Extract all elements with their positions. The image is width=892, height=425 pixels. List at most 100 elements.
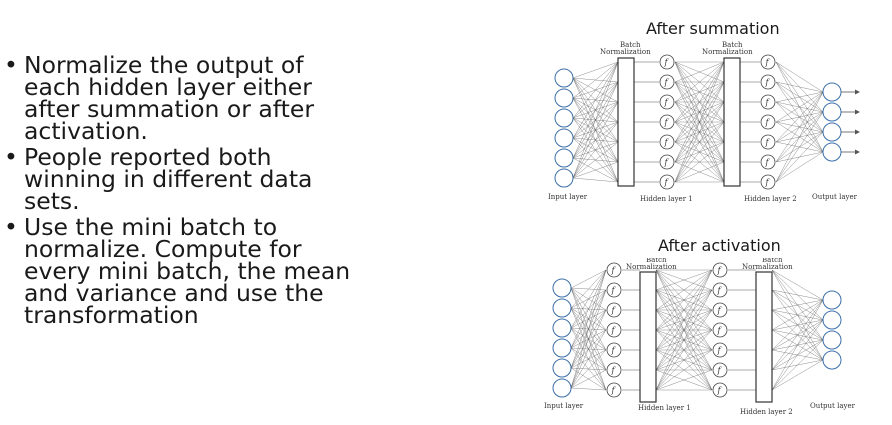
bullet-text-line: every mini batch, the mean (24, 257, 351, 285)
bn2-label-line2: Normalization (702, 48, 753, 56)
connection-edge (674, 61, 725, 123)
bullet-item: • People reported both winning in differ… (4, 143, 384, 213)
connection-edge (570, 269, 607, 309)
output-neuron (822, 102, 842, 122)
input-neuron (554, 148, 574, 168)
activation-node (659, 174, 675, 190)
input-layer-label: Input layer (544, 402, 584, 410)
output-neuron (822, 310, 842, 330)
activation-node (712, 282, 728, 298)
activation-symbol: f (664, 98, 670, 107)
bullet-text-line: activation. (24, 117, 148, 145)
activation-node (606, 382, 622, 398)
connection-edge (771, 359, 824, 391)
activation-symbol: f (717, 286, 723, 295)
activation-symbol: f (611, 366, 617, 375)
output-neuron (822, 330, 842, 350)
hidden-layer-2-label: Hidden layer 2 (740, 408, 793, 416)
activation-symbol: f (765, 118, 771, 127)
connection-edge (674, 61, 725, 83)
activation-node (712, 382, 728, 398)
connection-edge (570, 329, 607, 389)
connection-edge (771, 299, 824, 351)
activation-symbol: f (765, 158, 771, 167)
connection-edge (771, 299, 824, 331)
connection-edge (570, 269, 607, 349)
connection-edge (775, 131, 824, 183)
bullet-dot: • (4, 213, 18, 241)
bn2-label-line1: Batch (762, 258, 783, 264)
activation-symbol: f (717, 386, 723, 395)
network-diagram-after-summation: f f f f f f f f f f f f f f Batch Normalization Batch… (540, 38, 870, 208)
connection-edge (655, 269, 713, 291)
input-neuron (552, 278, 572, 298)
connection-edge (655, 309, 713, 391)
bullet-text-line: normalize. Compute for (24, 235, 302, 263)
output-arrowhead (855, 149, 860, 155)
connection-edge (674, 121, 725, 183)
connection-edge (572, 61, 619, 139)
activation-node (659, 94, 675, 110)
connection-edge (570, 289, 607, 389)
connection-edge (771, 299, 824, 391)
connection-edge (771, 319, 824, 391)
bn2-label-line1: Batch (722, 41, 743, 49)
bullet-dot: • (4, 51, 18, 79)
connection-edge (570, 369, 607, 389)
connection-edge (655, 289, 713, 391)
connection-edge (775, 91, 824, 163)
connection-edge (570, 387, 607, 391)
connection-edge (674, 61, 725, 163)
connection-edge (775, 111, 824, 183)
connection-edge (655, 269, 713, 371)
input-neuron (554, 68, 574, 88)
bullet-text-line: after summation or after (24, 95, 314, 123)
connection-edge (655, 269, 713, 351)
activation-symbol: f (611, 286, 617, 295)
connection-edge (570, 349, 607, 389)
hidden-layer-2-label: Hidden layer 2 (744, 195, 797, 203)
activation-symbol: f (664, 138, 670, 147)
activation-symbol: f (611, 266, 617, 275)
activation-symbol: f (717, 266, 723, 275)
connection-edge (572, 61, 619, 159)
activation-node (712, 262, 728, 278)
activation-node (659, 134, 675, 150)
activation-node (712, 322, 728, 338)
hidden-layer-1-label: Hidden layer 1 (638, 404, 691, 412)
connection-edge (572, 121, 619, 179)
connection-edge (572, 61, 619, 99)
activation-node (659, 114, 675, 130)
connection-edge (570, 309, 607, 389)
activation-symbol: f (717, 326, 723, 335)
network-svg: f f f f f f f f f f f f f f Batch Normalization Batch… (548, 41, 860, 203)
connection-edge (655, 269, 713, 311)
activation-node (606, 262, 622, 278)
input-layer-label: Input layer (548, 193, 588, 201)
activation-node (760, 74, 776, 90)
diagram-caption-after-summation: After summation (646, 19, 780, 38)
activation-node (606, 362, 622, 378)
batch-norm-box (723, 57, 741, 187)
activation-symbol: f (611, 386, 617, 395)
connection-edge (674, 61, 725, 183)
bullet-list: • Normalize the output of each hidden la… (4, 51, 384, 330)
output-arrowhead (855, 109, 860, 115)
connection-edge (572, 177, 619, 183)
connection-edge (771, 339, 824, 391)
connection-edge (674, 141, 725, 183)
connection-edge (572, 161, 619, 179)
bullet-dot: • (4, 143, 18, 171)
activation-node (760, 174, 776, 190)
bullet-text-line: and variance and use the (24, 279, 324, 307)
connection-edge (570, 269, 607, 289)
bullet-text-line: People reported both (24, 143, 272, 171)
activation-symbol: f (717, 346, 723, 355)
batch-norm-box (617, 57, 635, 187)
activation-symbol: f (664, 78, 670, 87)
activation-symbol: f (765, 98, 771, 107)
bullet-text-line: transformation (24, 301, 199, 329)
connection-edge (771, 299, 824, 371)
connection-edge (775, 61, 824, 93)
activation-symbol: f (765, 58, 771, 67)
